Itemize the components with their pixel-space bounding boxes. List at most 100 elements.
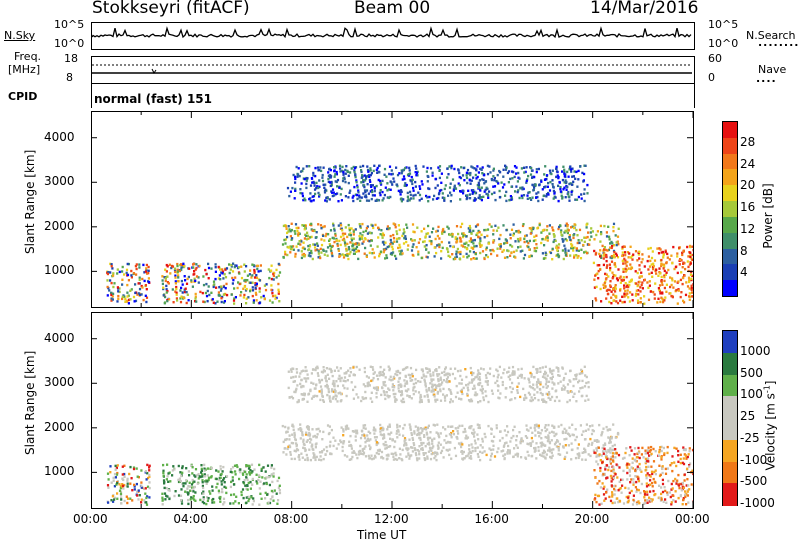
echo-cell [611, 455, 614, 458]
echo-cell [173, 494, 176, 498]
echo-cell [438, 169, 441, 172]
echo-cell [537, 199, 540, 203]
echo-cell [293, 457, 296, 461]
echo-cell [416, 226, 419, 229]
echo-cell [297, 231, 300, 235]
echo-cell [402, 198, 405, 201]
echo-cell [597, 277, 600, 280]
echo-cell [530, 198, 533, 201]
echo-cell [335, 237, 338, 241]
echo-cell [468, 444, 471, 447]
echo-cell [312, 435, 315, 438]
echo-cell [562, 445, 565, 448]
echo-cell [443, 370, 446, 374]
echo-cell [553, 426, 556, 429]
echo-cell [639, 301, 642, 304]
echo-cell [597, 269, 600, 273]
echo-cell [481, 389, 484, 392]
echo-cell [462, 189, 465, 193]
echo-cell [604, 497, 607, 500]
echo-cell [327, 432, 330, 436]
echo-cell [515, 185, 518, 188]
echo-cell [609, 280, 612, 283]
echo-cell [654, 472, 657, 476]
echo-cell [440, 383, 443, 386]
echo-cell [221, 487, 224, 491]
echo-cell [324, 234, 327, 238]
echo-cell [522, 223, 525, 226]
echo-cell [384, 397, 387, 401]
echo-cell [338, 239, 341, 243]
echo-cell [466, 256, 469, 259]
echo-cell [329, 248, 332, 251]
echo-cell [175, 285, 178, 289]
echo-cell [181, 471, 184, 474]
echo-cell [596, 463, 600, 466]
echo-cell [614, 489, 617, 492]
echo-cell [255, 282, 258, 285]
echo-cell [302, 443, 305, 446]
echo-cell [471, 239, 475, 242]
y-tick-label: 4000 [44, 129, 75, 144]
echo-cell [440, 257, 443, 260]
echo-cell [506, 371, 509, 374]
echo-cell [185, 467, 188, 470]
echo-cell [563, 170, 566, 173]
echo-cell [563, 457, 566, 460]
echo-cell [370, 239, 373, 242]
echo-cell [245, 473, 248, 476]
colorbar-segment [723, 169, 737, 186]
echo-cell [310, 223, 313, 227]
echo-cell [125, 495, 128, 498]
echo-cell [567, 229, 570, 232]
echo-cell [598, 423, 601, 427]
echo-cell [658, 454, 661, 457]
echo-cell [139, 293, 142, 296]
echo-cell [473, 387, 476, 390]
echo-cell [411, 223, 415, 226]
echo-cell [325, 250, 328, 253]
echo-cell [165, 263, 168, 267]
echo-cell [412, 230, 415, 233]
echo-cell [307, 433, 310, 437]
echo-cell [690, 257, 693, 260]
echo-cell [424, 235, 427, 238]
echo-cell [504, 396, 507, 399]
echo-cell [407, 198, 410, 201]
echo-cell [292, 428, 295, 431]
echo-cell [317, 186, 320, 190]
echo-cell [219, 500, 222, 503]
echo-cell [609, 462, 612, 465]
echo-cell [255, 264, 258, 268]
echo-cell [389, 195, 392, 199]
echo-cell [523, 253, 527, 257]
echo-cell [448, 186, 452, 189]
echo-cell [452, 189, 455, 192]
echo-cell [600, 256, 603, 259]
echo-cell [316, 244, 319, 247]
echo-cell [272, 274, 275, 278]
echo-cell [509, 237, 512, 240]
echo-cell [301, 192, 304, 195]
echo-cell [397, 224, 400, 227]
echo-cell [404, 182, 407, 185]
echo-cell [542, 194, 545, 198]
echo-cell [410, 431, 413, 435]
echo-cell [536, 380, 539, 384]
echo-cell [461, 392, 464, 396]
echo-cell [219, 468, 222, 471]
echo-cell [161, 492, 164, 495]
echo-cell [606, 476, 609, 479]
echo-cell [179, 289, 182, 292]
echo-cell [528, 255, 531, 258]
echo-cell [652, 489, 655, 493]
echo-cell [447, 227, 450, 230]
echo-cell [380, 393, 383, 397]
echo-cell [537, 381, 540, 384]
echo-cell [315, 366, 318, 370]
echo-cell [683, 479, 686, 482]
echo-cell [460, 450, 463, 453]
echo-cell [508, 366, 511, 369]
echo-cell [297, 167, 300, 170]
echo-cell [343, 241, 347, 244]
